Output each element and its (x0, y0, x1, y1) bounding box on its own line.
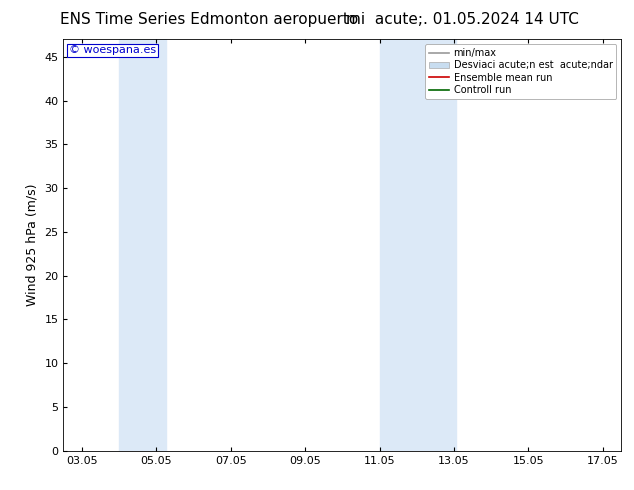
Bar (411, 39, 456, 451)
Y-axis label: Wind 925 hPa (m/s): Wind 925 hPa (m/s) (26, 184, 39, 306)
Bar (143, 39, 165, 451)
Text: mi  acute;. 01.05.2024 14 UTC: mi acute;. 01.05.2024 14 UTC (346, 12, 579, 27)
Legend: min/max, Desviaci acute;n est  acute;ndar, Ensemble mean run, Controll run: min/max, Desviaci acute;n est acute;ndar… (425, 44, 616, 99)
Bar (380, 39, 411, 451)
Text: ENS Time Series Edmonton aeropuerto: ENS Time Series Edmonton aeropuerto (60, 12, 358, 27)
Text: © woespana.es: © woespana.es (69, 46, 156, 55)
Bar (119, 39, 143, 451)
